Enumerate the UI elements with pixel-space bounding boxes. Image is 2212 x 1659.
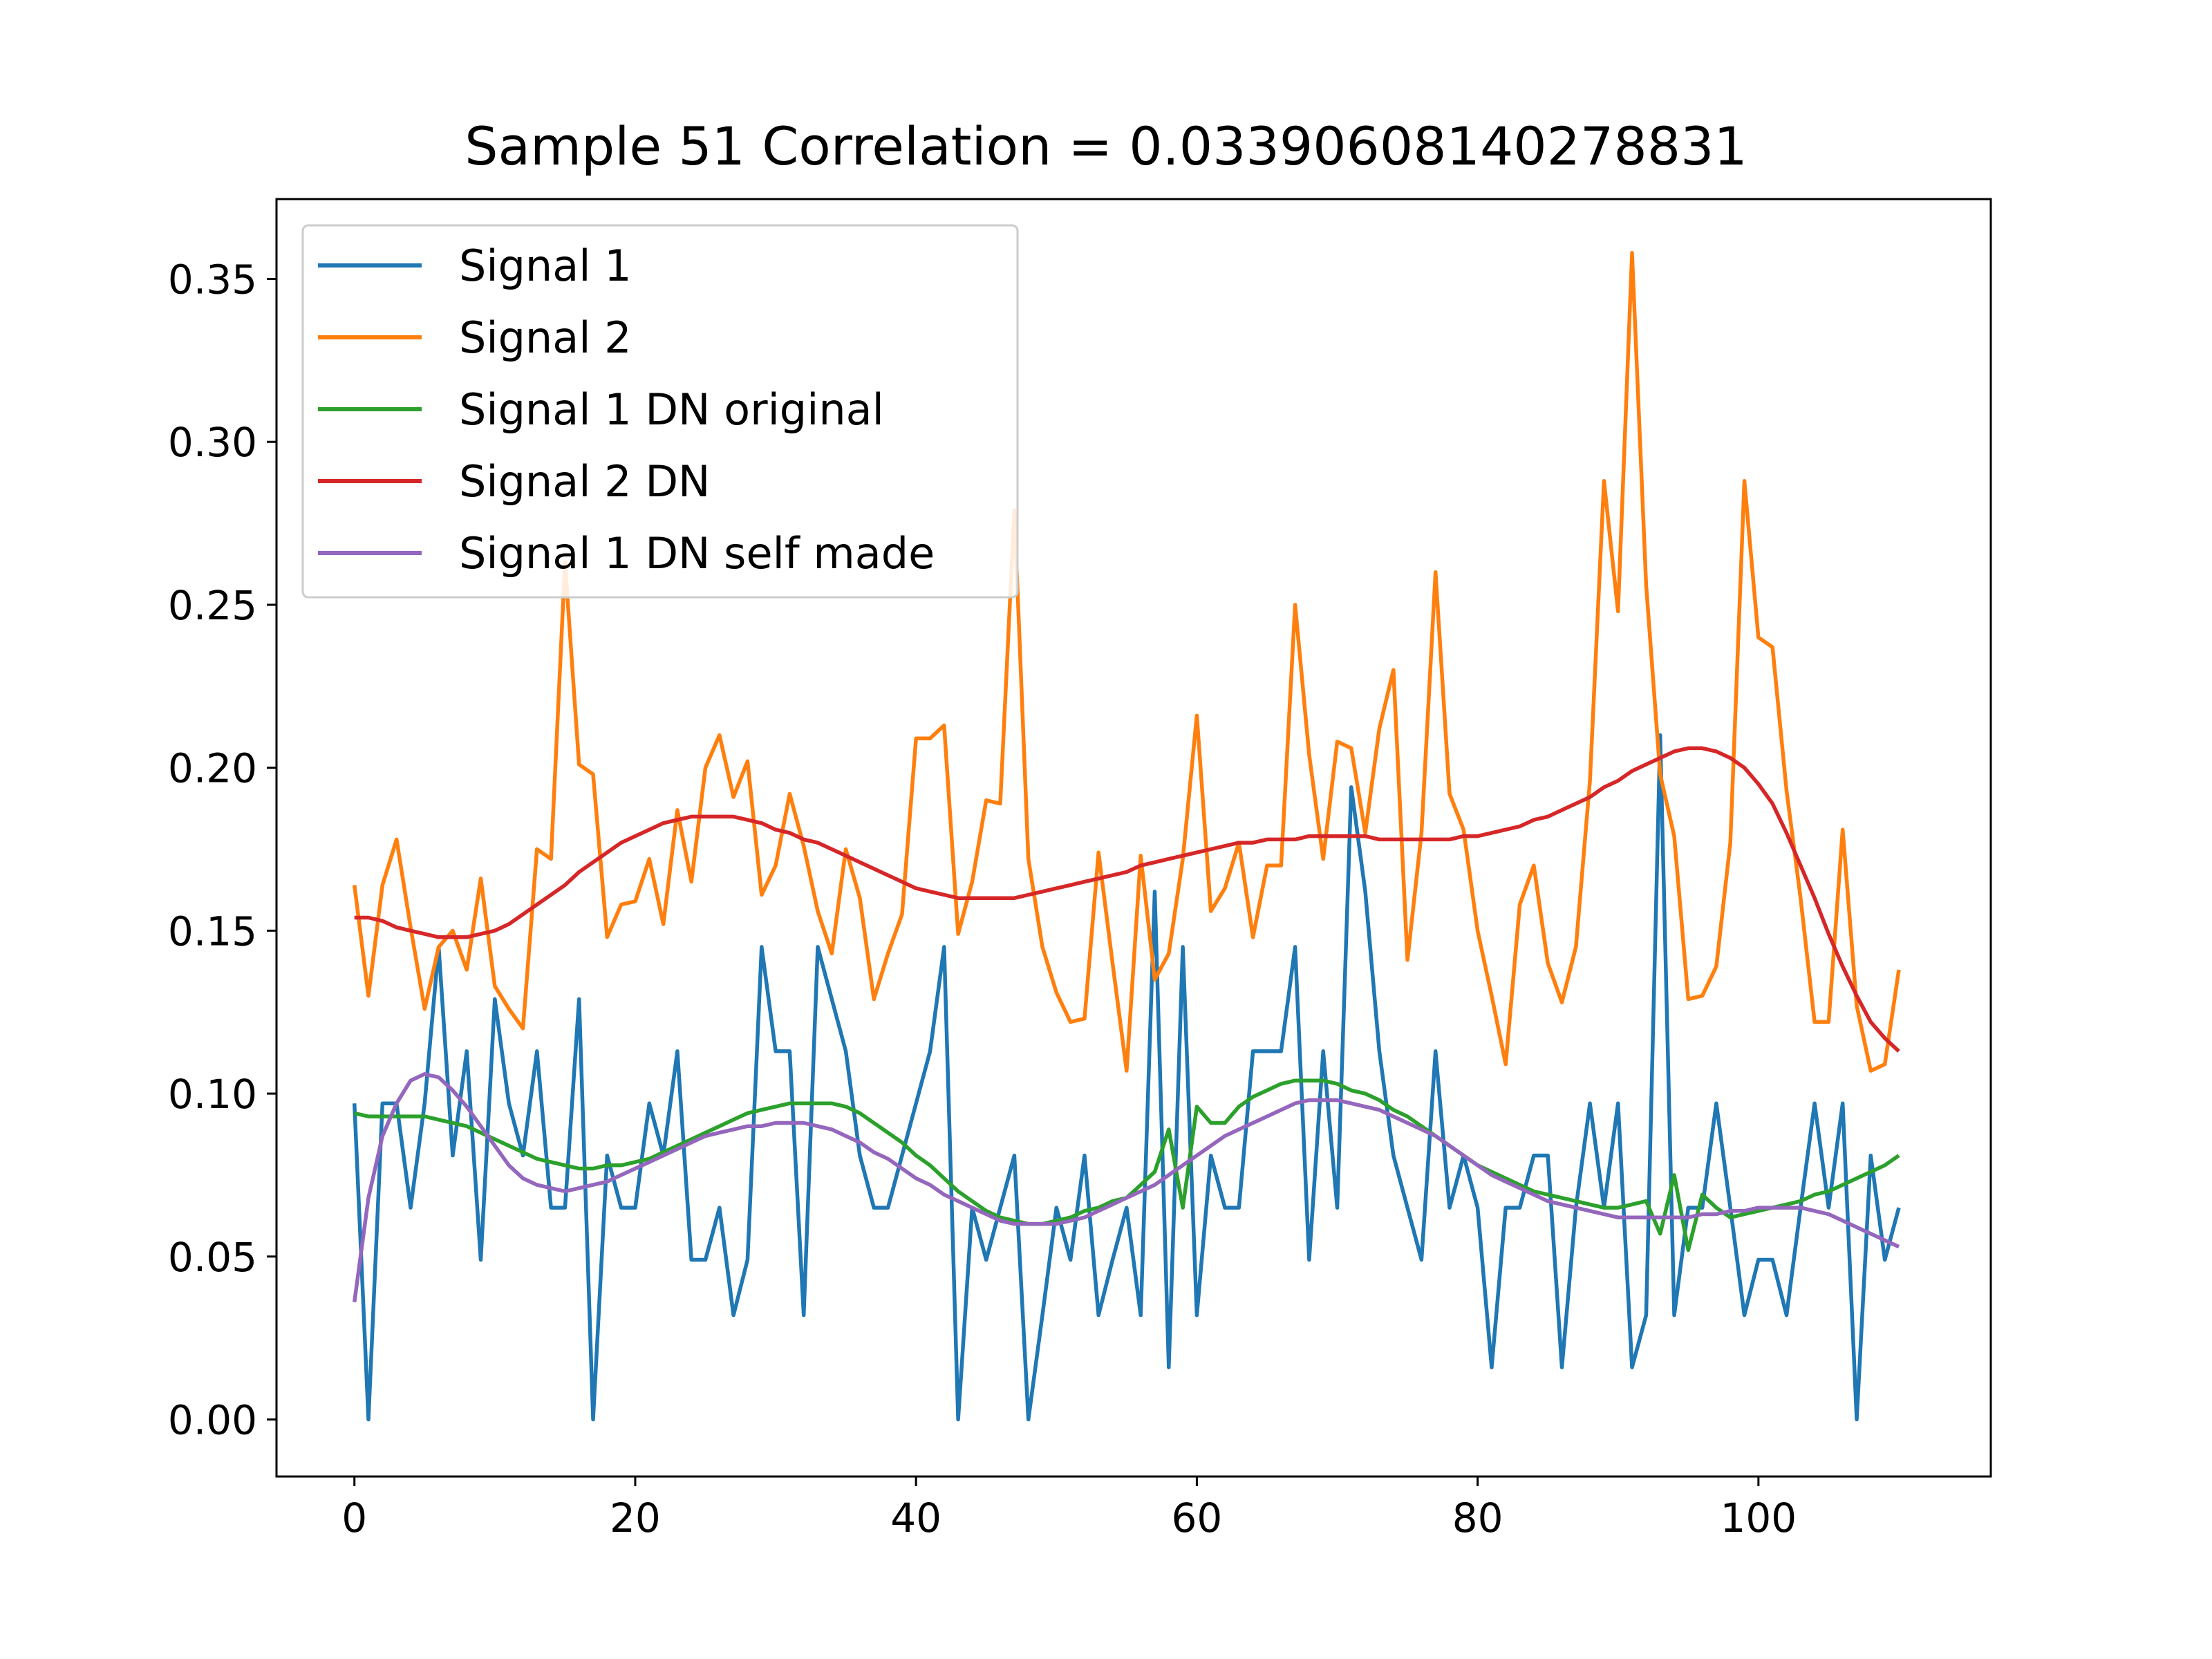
series-line-4 xyxy=(354,746,1900,1053)
y-tick-label: 0.10 xyxy=(168,1071,257,1118)
legend-label-4: Signal 2 DN xyxy=(459,456,710,507)
ticks-layer: 0 20 40 60 80 100 0.00 0.05 0.10 0.15 0.20 0.25 0.30… xyxy=(168,256,1797,1542)
x-tick-label: 80 xyxy=(1452,1494,1503,1541)
y-tick-label: 0.00 xyxy=(168,1397,257,1444)
x-tick-label: 20 xyxy=(610,1494,661,1541)
x-tick-label: 0 xyxy=(341,1494,367,1541)
legend-label-5: Signal 1 DN self made xyxy=(459,528,935,579)
series-line-5 xyxy=(352,1072,1900,1303)
y-tick-label: 0.25 xyxy=(168,582,257,629)
x-tick-label: 40 xyxy=(890,1494,941,1541)
y-tick-label: 0.20 xyxy=(168,745,257,792)
series-line-1 xyxy=(352,733,1901,1422)
legend-box xyxy=(301,224,1019,599)
legend: Signal 1 Signal 2 Signal 1 DN original Sign… xyxy=(301,224,1019,599)
chart-title: Sample 51 Correlation = 0.03390608140278… xyxy=(465,115,1747,177)
legend-label-3: Signal 1 DN original xyxy=(459,384,884,435)
series-layer xyxy=(352,251,1901,1422)
y-tick-label: 0.30 xyxy=(168,419,257,466)
x-tick-label: 60 xyxy=(1171,1494,1222,1541)
x-tick-label: 100 xyxy=(1720,1494,1797,1541)
legend-label-2: Signal 2 xyxy=(459,312,632,363)
y-tick-label: 0.05 xyxy=(168,1234,257,1281)
y-tick-label: 0.35 xyxy=(168,256,257,303)
legend-label-1: Signal 1 xyxy=(459,241,632,291)
plot-frame xyxy=(275,198,1992,1478)
series-line-2 xyxy=(352,251,1901,1073)
y-tick-label: 0.15 xyxy=(168,908,257,955)
